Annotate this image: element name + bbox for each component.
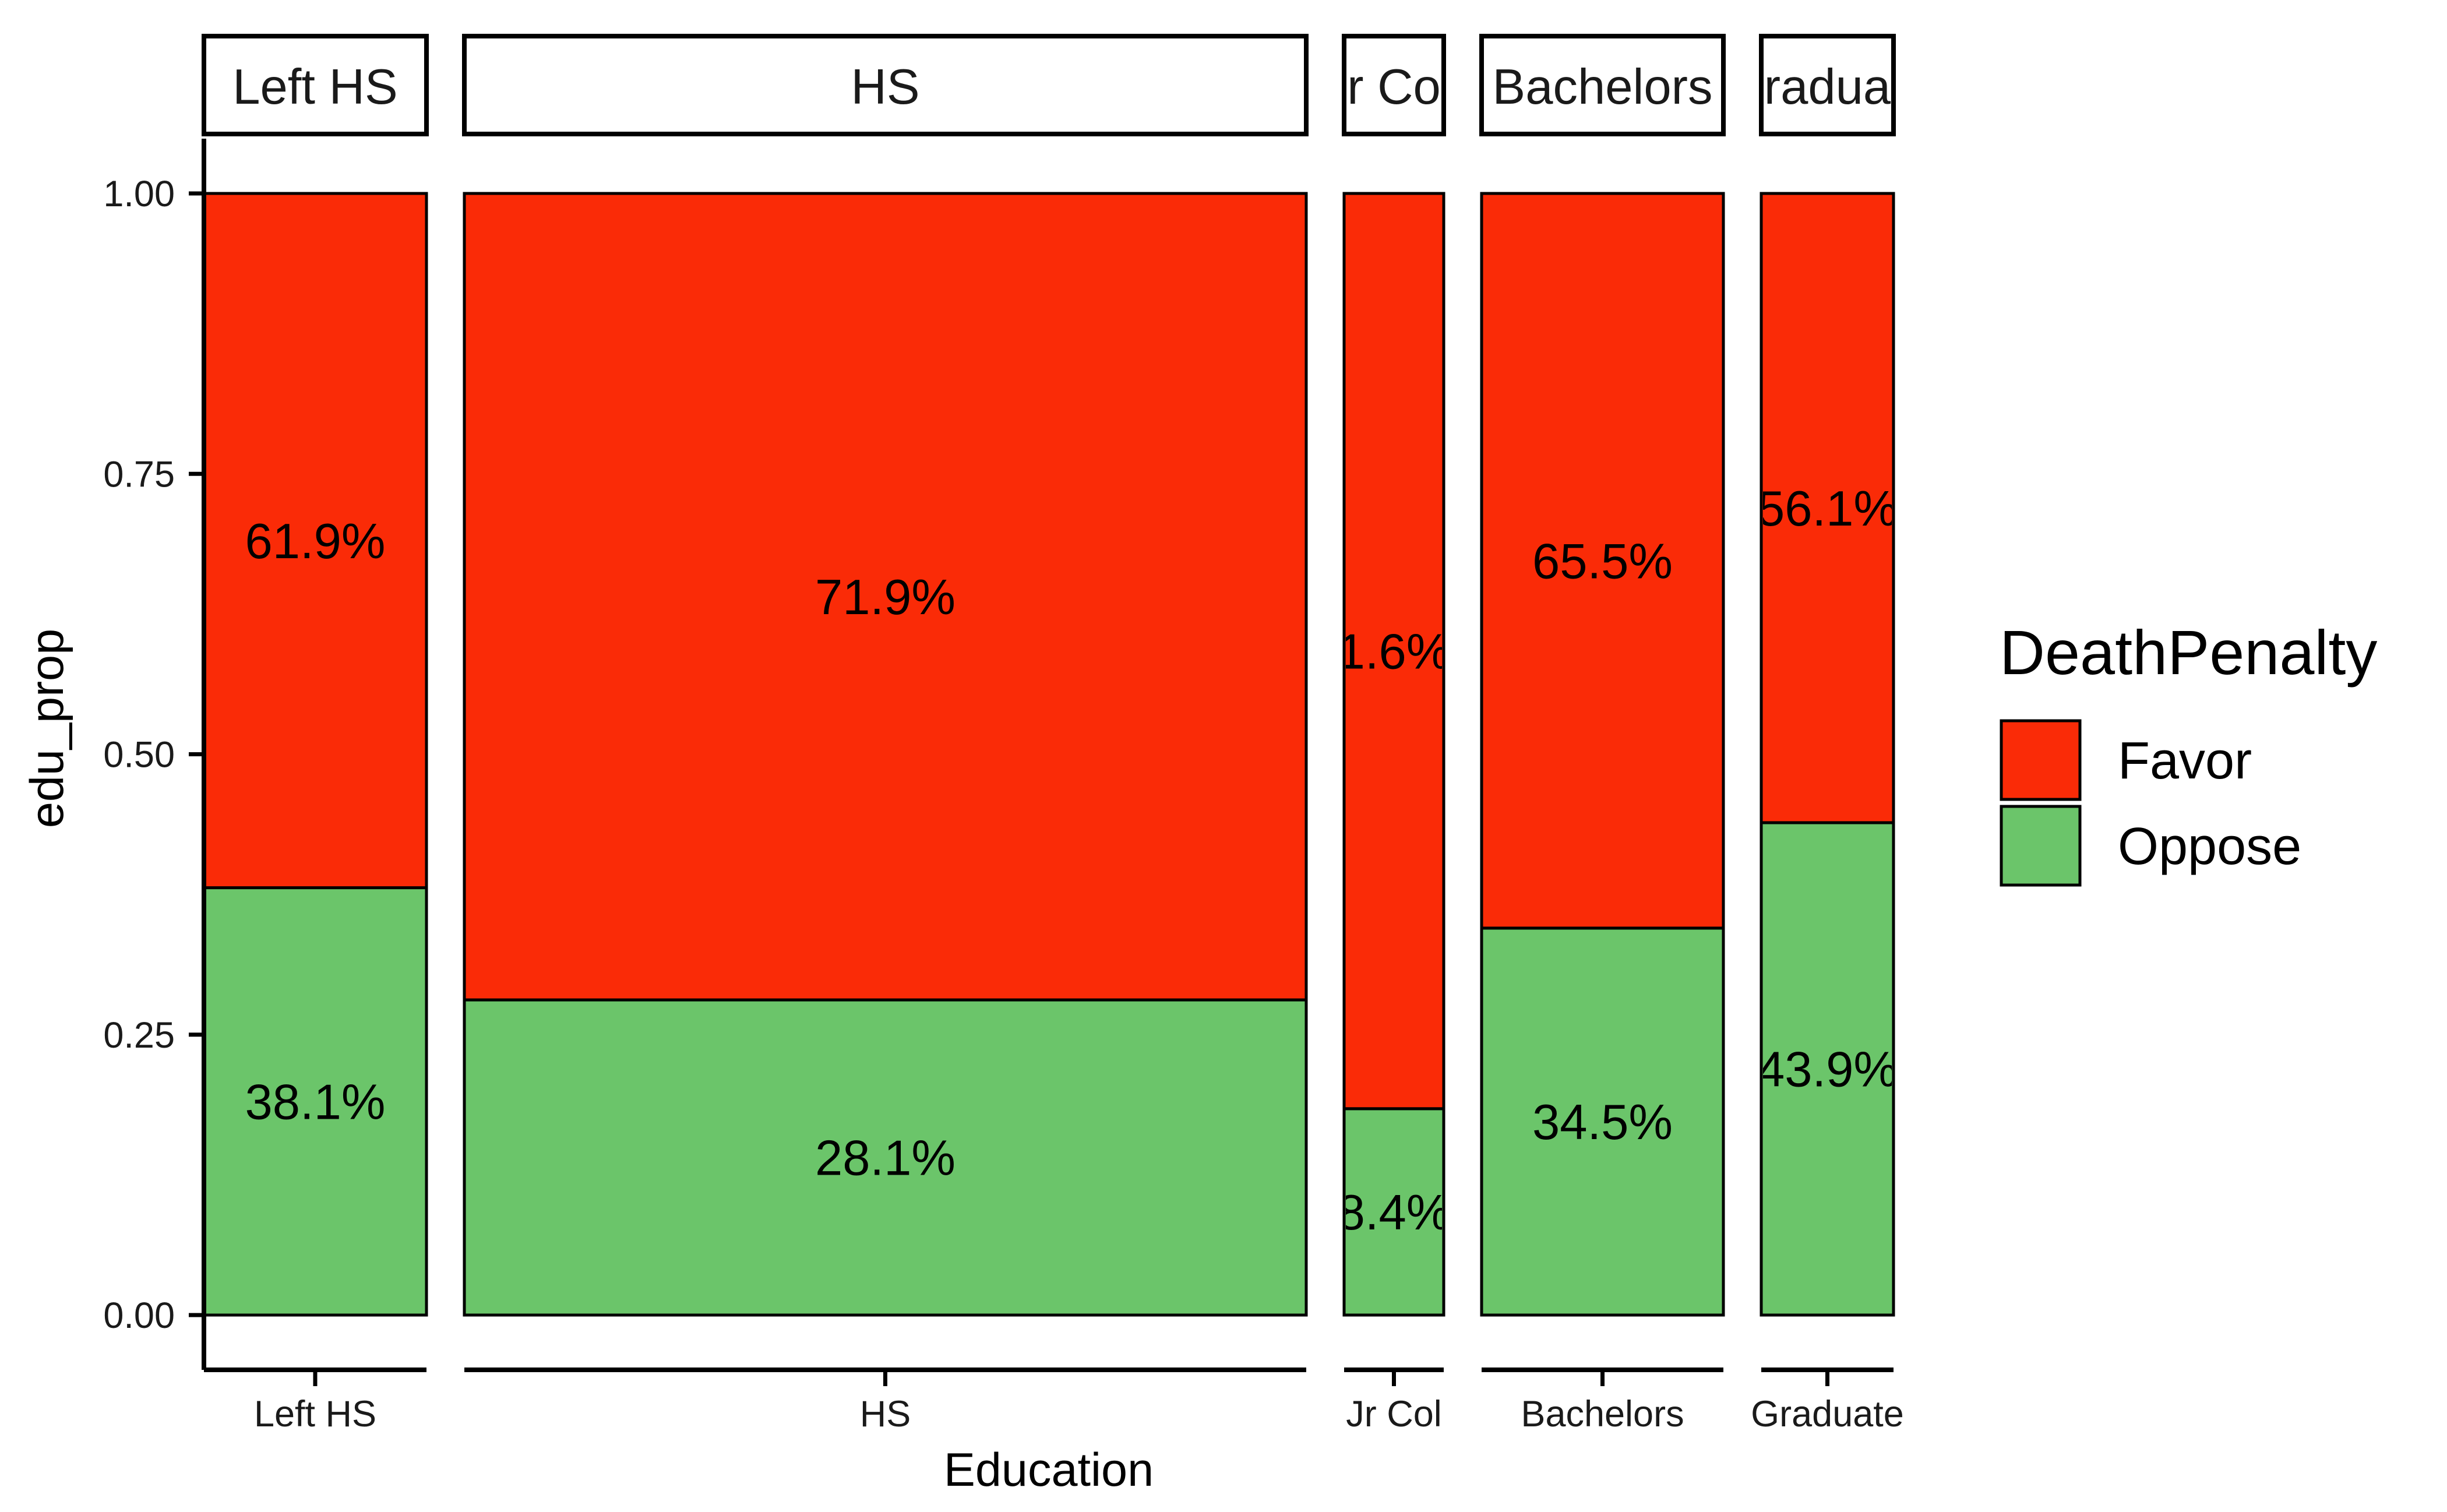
data-label-oppose: 8.4% bbox=[1338, 1185, 1451, 1240]
facet-strip bbox=[202, 34, 429, 136]
facet-strip bbox=[462, 34, 1309, 136]
y-tick-label: 0.75 bbox=[103, 454, 175, 495]
x-tick-label: Graduate bbox=[1751, 1394, 1904, 1435]
x-axis-title: Education bbox=[944, 1444, 1154, 1496]
facet-strip bbox=[1759, 34, 1896, 136]
facet-strip bbox=[1479, 34, 1726, 136]
bar-segment-favor bbox=[463, 192, 1308, 1002]
bar-segment-oppose bbox=[1480, 926, 1725, 1317]
bar-segment-oppose bbox=[1342, 1107, 1445, 1317]
facet-title: r Co bbox=[1347, 59, 1441, 115]
facet-strip bbox=[1342, 34, 1446, 136]
y-axis: 0.00 0.25 0.50 0.75 1.00 bbox=[103, 139, 206, 1370]
y-tick-label: 0.50 bbox=[103, 735, 175, 776]
bar-segment-favor bbox=[1760, 192, 1895, 824]
data-label-oppose: 38.1% bbox=[245, 1074, 385, 1130]
y-tick-label: 0.00 bbox=[103, 1295, 175, 1336]
facet-title: radua bbox=[1764, 59, 1891, 115]
x-tick-label: HS bbox=[860, 1394, 911, 1435]
y-tick-label: 0.25 bbox=[103, 1015, 175, 1056]
x-tick-label: Jr Col bbox=[1346, 1394, 1442, 1435]
legend-title: DeathPenalty bbox=[2000, 617, 2377, 688]
legend-label-favor: Favor bbox=[2118, 732, 2252, 790]
facet-title: Bachelors bbox=[1493, 59, 1713, 115]
data-label-oppose: 28.1% bbox=[815, 1131, 955, 1186]
legend-key-favor bbox=[2000, 719, 2082, 801]
data-label-oppose: 43.9% bbox=[1757, 1042, 1898, 1097]
data-label-oppose: 34.5% bbox=[1532, 1095, 1673, 1150]
legend: DeathPenalty Favor Oppose bbox=[2000, 617, 2377, 887]
y-tick-label: 1.00 bbox=[103, 174, 175, 214]
y-axis-title: edu_prop bbox=[21, 629, 73, 828]
x-tick-label: Bachelors bbox=[1521, 1394, 1684, 1435]
facet-title: Left HS bbox=[232, 59, 397, 115]
legend-key-oppose bbox=[2000, 805, 2082, 887]
bar-segment-oppose bbox=[463, 998, 1308, 1317]
data-label-favor: 65.5% bbox=[1532, 534, 1673, 589]
data-label-favor: 56.1% bbox=[1757, 481, 1898, 537]
legend-label-oppose: Oppose bbox=[2118, 817, 2301, 876]
data-label-favor: 71.9% bbox=[815, 570, 955, 625]
facet-title: HS bbox=[851, 59, 919, 115]
data-label-favor: 1.6% bbox=[1338, 624, 1451, 679]
bar-segment-favor bbox=[1342, 192, 1445, 1111]
bar-segment-favor bbox=[202, 192, 428, 890]
bar-segment-favor bbox=[1480, 192, 1725, 930]
x-tick-label: Left HS bbox=[254, 1394, 376, 1435]
plot-area: Left HS 61.9% 38.1% Left HS HS 71.9% 28.1% HS r … bbox=[202, 34, 1904, 1435]
bar-segment-oppose bbox=[202, 886, 428, 1317]
data-label-favor: 61.9% bbox=[245, 514, 385, 569]
